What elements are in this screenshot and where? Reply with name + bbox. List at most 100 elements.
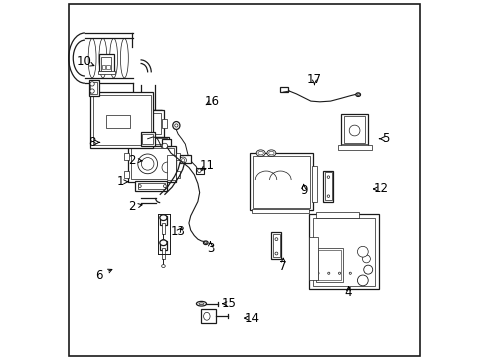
Ellipse shape — [181, 159, 184, 162]
Ellipse shape — [199, 303, 203, 305]
Text: 1: 1 — [117, 175, 124, 188]
Text: 2: 2 — [127, 201, 135, 213]
Ellipse shape — [355, 93, 360, 96]
Ellipse shape — [274, 238, 277, 240]
Text: 14: 14 — [244, 311, 259, 325]
Bar — [323, 171, 333, 202]
Text: 13: 13 — [170, 225, 185, 238]
Ellipse shape — [162, 162, 172, 173]
Bar — [317, 250, 341, 280]
Ellipse shape — [138, 154, 157, 174]
Text: 6: 6 — [95, 269, 103, 282]
Bar — [142, 134, 152, 144]
Bar — [316, 212, 359, 218]
Bar — [201, 309, 215, 323]
Bar — [344, 116, 364, 143]
Ellipse shape — [90, 89, 94, 93]
Bar — [106, 116, 129, 128]
Bar — [271, 232, 281, 259]
Bar — [160, 241, 166, 250]
Ellipse shape — [163, 185, 166, 188]
Text: 12: 12 — [372, 183, 387, 195]
Bar — [167, 155, 176, 180]
Bar — [308, 214, 378, 289]
Bar — [341, 114, 367, 146]
Bar — [272, 234, 280, 257]
Ellipse shape — [174, 124, 178, 127]
Bar — [137, 183, 165, 189]
Ellipse shape — [164, 140, 167, 143]
Bar — [139, 138, 167, 144]
Ellipse shape — [197, 169, 201, 172]
Bar — [88, 80, 99, 96]
Ellipse shape — [274, 252, 277, 255]
Ellipse shape — [141, 158, 154, 170]
Ellipse shape — [363, 265, 372, 274]
Bar — [162, 248, 165, 259]
Bar — [135, 181, 167, 191]
Bar — [251, 209, 308, 213]
Bar — [337, 145, 371, 149]
Text: 7: 7 — [279, 260, 286, 273]
Bar — [162, 223, 165, 234]
Ellipse shape — [357, 275, 367, 286]
Bar — [135, 110, 162, 119]
Bar — [124, 153, 128, 160]
Bar — [280, 87, 287, 92]
Ellipse shape — [256, 150, 264, 156]
Ellipse shape — [160, 240, 167, 246]
Ellipse shape — [258, 151, 263, 155]
Ellipse shape — [160, 215, 167, 221]
Bar — [137, 136, 169, 146]
Ellipse shape — [140, 140, 142, 143]
Ellipse shape — [203, 312, 210, 320]
Ellipse shape — [180, 157, 186, 163]
Bar — [162, 119, 167, 128]
Bar — [90, 82, 97, 94]
Ellipse shape — [356, 94, 359, 95]
Bar — [128, 146, 176, 182]
Bar — [316, 248, 343, 282]
Bar — [124, 171, 128, 178]
Bar — [324, 172, 331, 200]
Text: 9: 9 — [299, 184, 307, 197]
Bar — [311, 166, 317, 202]
Text: 11: 11 — [199, 159, 214, 172]
Text: 2: 2 — [127, 154, 135, 167]
Ellipse shape — [196, 301, 206, 306]
Text: 5: 5 — [382, 132, 389, 145]
Bar — [140, 132, 155, 146]
Ellipse shape — [338, 272, 340, 274]
Ellipse shape — [204, 242, 206, 244]
Text: 3: 3 — [206, 242, 214, 255]
Text: 17: 17 — [306, 73, 321, 86]
Ellipse shape — [162, 265, 165, 267]
Ellipse shape — [362, 255, 369, 263]
Bar — [160, 216, 166, 225]
Bar — [137, 110, 163, 137]
Bar — [252, 156, 309, 208]
Ellipse shape — [327, 272, 329, 274]
Bar — [102, 64, 105, 69]
Ellipse shape — [90, 82, 94, 86]
Bar — [131, 148, 174, 179]
Text: 4: 4 — [344, 287, 351, 300]
Bar — [139, 113, 161, 134]
Text: 8: 8 — [88, 136, 96, 149]
Text: 15: 15 — [221, 297, 236, 310]
Bar — [93, 95, 150, 145]
Ellipse shape — [162, 143, 167, 149]
Ellipse shape — [268, 151, 274, 155]
Bar — [249, 153, 312, 211]
Text: 16: 16 — [204, 95, 219, 108]
Bar — [137, 112, 160, 117]
Bar — [196, 168, 203, 174]
Ellipse shape — [348, 125, 359, 136]
Bar — [162, 139, 171, 146]
Bar — [308, 237, 317, 280]
Ellipse shape — [266, 150, 275, 156]
Bar — [312, 218, 375, 286]
Bar — [98, 71, 115, 74]
Bar — [90, 92, 153, 148]
Ellipse shape — [316, 272, 319, 274]
